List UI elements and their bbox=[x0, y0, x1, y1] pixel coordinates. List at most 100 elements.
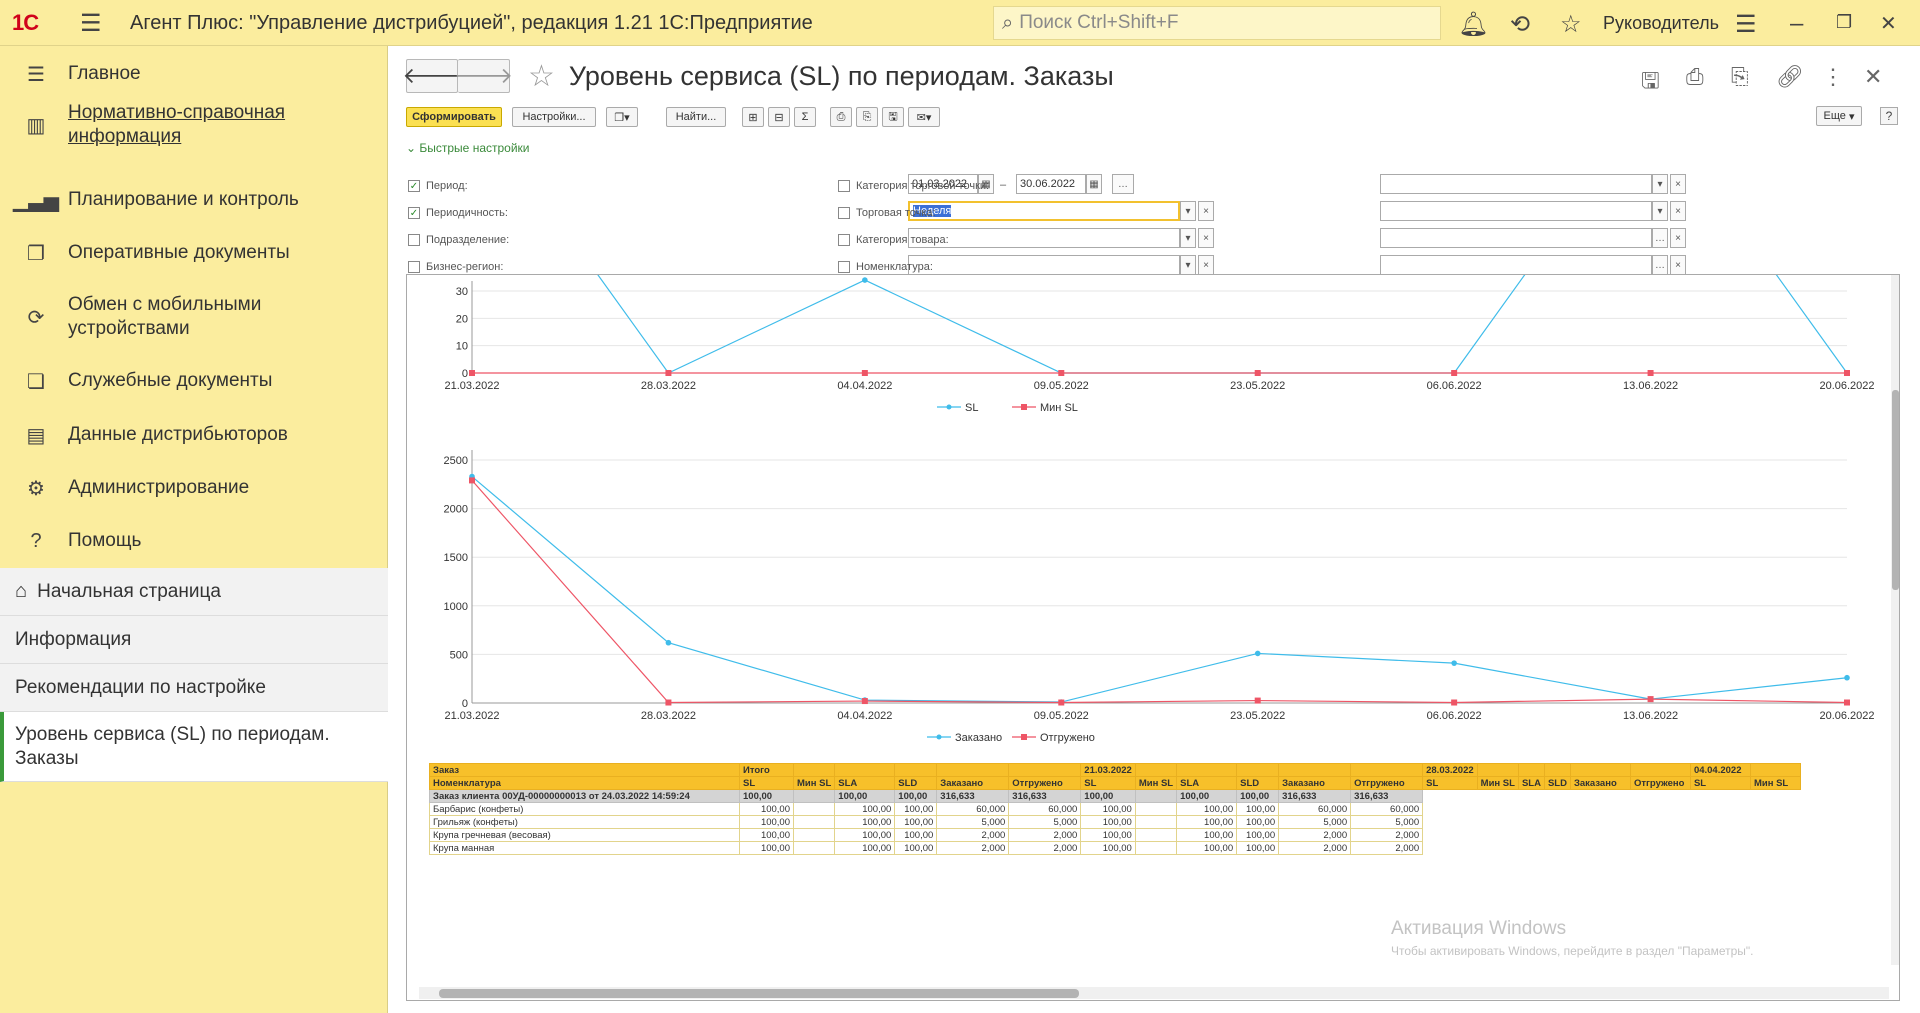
sidebar-item-distributors[interactable]: ▤ Данные дистрибьюторов bbox=[0, 421, 388, 449]
table-cell: 100,00 bbox=[834, 789, 896, 803]
calendar-icon[interactable]: ▦ bbox=[1086, 174, 1102, 194]
help-question-icon[interactable]: ? bbox=[1880, 107, 1898, 125]
sidebar-item-service-docs[interactable]: ❏ Служебные документы bbox=[0, 367, 388, 395]
preview-icon[interactable]: ⎘ bbox=[1731, 64, 1749, 89]
product-category-input[interactable] bbox=[1380, 228, 1652, 248]
watermark-text: Чтобы активировать Windows, перейдите в … bbox=[1391, 944, 1754, 958]
preview-button[interactable]: ⎘ bbox=[856, 107, 878, 127]
clear-icon[interactable]: × bbox=[1198, 201, 1214, 221]
period-from-input[interactable]: 01.03.2022 bbox=[908, 174, 978, 194]
favorites-star-icon[interactable]: ☆ bbox=[1560, 11, 1582, 38]
quick-settings-toggle[interactable]: ⌄ Быстрые настройки bbox=[406, 141, 530, 155]
more-button[interactable]: Еще ▾ bbox=[1816, 106, 1862, 126]
print-button[interactable]: ⎙ bbox=[830, 107, 852, 127]
region-input[interactable] bbox=[908, 255, 1180, 275]
save-icon[interactable]: 🖫 bbox=[1641, 68, 1660, 93]
periodicity-input[interactable]: Неделя bbox=[908, 201, 1180, 221]
sidebar-item-help[interactable]: ? Помощь bbox=[0, 527, 388, 555]
chevron-down-icon[interactable]: ▾ bbox=[1652, 201, 1668, 221]
division-input[interactable] bbox=[908, 228, 1180, 248]
table-cell: 2,000 bbox=[936, 841, 1010, 855]
open-item-current-report[interactable]: Уровень сервиса (SL) по периодам. Заказы bbox=[0, 712, 388, 782]
data-point bbox=[862, 277, 868, 283]
report-area[interactable]: 0 10 20 30 21.03.2022 28.03.2022 04.04.2022 09.… bbox=[406, 274, 1900, 1001]
period-checkbox[interactable]: ✓ Период: bbox=[408, 180, 468, 192]
table-cell bbox=[1236, 763, 1280, 777]
sidebar-item-planning[interactable]: ▁▃▅ Планирование и контроль bbox=[0, 186, 388, 214]
main-area: 🡐 🡒 ☆ Уровень сервиса (SL) по периодам. … bbox=[388, 46, 1920, 1013]
data-point bbox=[1254, 697, 1261, 704]
clear-icon[interactable]: × bbox=[1198, 228, 1214, 248]
send-mail-button[interactable]: ✉▾ bbox=[908, 107, 940, 127]
collapse-groups-button[interactable]: ⊟ bbox=[768, 107, 790, 127]
back-button[interactable]: 🡐 bbox=[403, 59, 462, 93]
product-category-checkbox[interactable]: Категория товара: bbox=[838, 234, 949, 246]
restore-icon[interactable]: ❐ bbox=[1836, 12, 1853, 32]
sidebar-item-main[interactable]: ☰ Главное bbox=[0, 60, 388, 88]
open-item-info[interactable]: Информация bbox=[0, 616, 388, 664]
table-row: Крупа манная 100,00 100,00 100,00 2,000 2,000… bbox=[429, 841, 1801, 855]
outlet-category-input[interactable] bbox=[1380, 174, 1652, 194]
calendar-icon[interactable]: ▦ bbox=[978, 174, 994, 194]
sidebar-item-administration[interactable]: ⚙ Администрирование bbox=[0, 474, 388, 502]
division-checkbox[interactable]: Подразделение: bbox=[408, 234, 509, 246]
scroll-thumb[interactable] bbox=[1892, 390, 1899, 590]
sidebar-item-reference[interactable]: ▥ Нормативно-справочная информация bbox=[0, 100, 388, 150]
books-icon: ▥ bbox=[26, 114, 46, 137]
outlet-checkbox[interactable]: Торговая точка: bbox=[838, 207, 936, 219]
period-select-button[interactable]: … bbox=[1112, 174, 1134, 194]
sidebar-item-label: Обмен с мобильными устройствами bbox=[68, 294, 262, 339]
clear-icon[interactable]: × bbox=[1670, 174, 1686, 194]
chevron-down-icon[interactable]: ▾ bbox=[1180, 255, 1196, 275]
chevron-down-icon[interactable]: ▾ bbox=[1180, 201, 1196, 221]
nomenclature-checkbox[interactable]: Номенклатура: bbox=[838, 261, 933, 273]
bell-icon[interactable]: 🔔︎ bbox=[1458, 11, 1489, 38]
chevron-down-icon[interactable]: ▾ bbox=[1652, 174, 1668, 194]
save-button[interactable]: 🖫 bbox=[882, 107, 904, 127]
open-item-home[interactable]: ⌂ Начальная страница bbox=[0, 568, 388, 616]
outlet-category-label: Категория торговой точки: bbox=[856, 180, 990, 192]
open-item-recommendations[interactable]: Рекомендации по настройке bbox=[0, 664, 388, 712]
print-icon[interactable]: ⎙ bbox=[1686, 64, 1704, 89]
data-point bbox=[1647, 696, 1654, 703]
close-form-icon[interactable]: ✕ bbox=[1864, 64, 1883, 89]
region-checkbox[interactable]: Бизнес-регион: bbox=[408, 261, 503, 273]
sidebar-item-operational[interactable]: ❐ Оперативные документы bbox=[0, 239, 388, 267]
select-ellipsis-icon[interactable]: … bbox=[1652, 255, 1668, 275]
generate-button[interactable]: Сформировать bbox=[406, 107, 502, 127]
clear-icon[interactable]: × bbox=[1670, 201, 1686, 221]
find-button[interactable]: Найти... bbox=[666, 107, 726, 127]
expand-groups-button[interactable]: ⊞ bbox=[742, 107, 764, 127]
vertical-scrollbar[interactable] bbox=[1891, 275, 1899, 965]
search-input[interactable]: ⌕ Поиск Ctrl+Shift+F bbox=[993, 6, 1441, 40]
clear-icon[interactable]: × bbox=[1198, 255, 1214, 275]
sidebar-item-mobile-exchange[interactable]: ⟳ Обмен с мобильными устройствами bbox=[0, 292, 388, 342]
clear-icon[interactable]: × bbox=[1670, 228, 1686, 248]
history-icon[interactable]: ⟲ bbox=[1510, 11, 1531, 38]
outlet-category-checkbox[interactable]: Категория торговой точки: bbox=[838, 180, 989, 192]
chevron-down-icon[interactable]: ▾ bbox=[1180, 228, 1196, 248]
scroll-thumb[interactable] bbox=[439, 989, 1079, 998]
user-name[interactable]: Руководитель bbox=[1603, 12, 1719, 33]
sum-button[interactable]: Σ bbox=[794, 107, 816, 127]
table-cell: 5,000 bbox=[936, 815, 1010, 829]
favorite-star-icon[interactable]: ☆ bbox=[528, 59, 555, 93]
legend-label: SL bbox=[965, 402, 978, 414]
settings-menu-icon[interactable]: ☰ bbox=[1735, 11, 1757, 38]
table-cell: 100,00 bbox=[739, 828, 794, 842]
close-icon[interactable]: ✕ bbox=[1880, 13, 1897, 35]
select-ellipsis-icon[interactable]: … bbox=[1652, 228, 1668, 248]
nomenclature-input[interactable] bbox=[1380, 255, 1652, 275]
outlet-input[interactable] bbox=[1380, 201, 1652, 221]
periodicity-checkbox[interactable]: ✓ Периодичность: bbox=[408, 207, 508, 219]
settings-button[interactable]: Настройки... bbox=[512, 107, 596, 127]
minimize-icon[interactable]: – bbox=[1790, 10, 1804, 37]
period-to-input[interactable]: 30.06.2022 bbox=[1016, 174, 1086, 194]
more-vertical-icon[interactable]: ⋮ bbox=[1822, 64, 1844, 89]
variant-dropdown[interactable]: ❐▾ bbox=[606, 107, 638, 127]
horizontal-scrollbar[interactable] bbox=[419, 987, 1889, 999]
forward-button[interactable]: 🡒 bbox=[454, 59, 513, 93]
clear-icon[interactable]: × bbox=[1670, 255, 1686, 275]
main-menu-icon[interactable]: ☰ bbox=[80, 9, 102, 37]
link-icon[interactable]: 🔗︎ bbox=[1776, 64, 1804, 89]
